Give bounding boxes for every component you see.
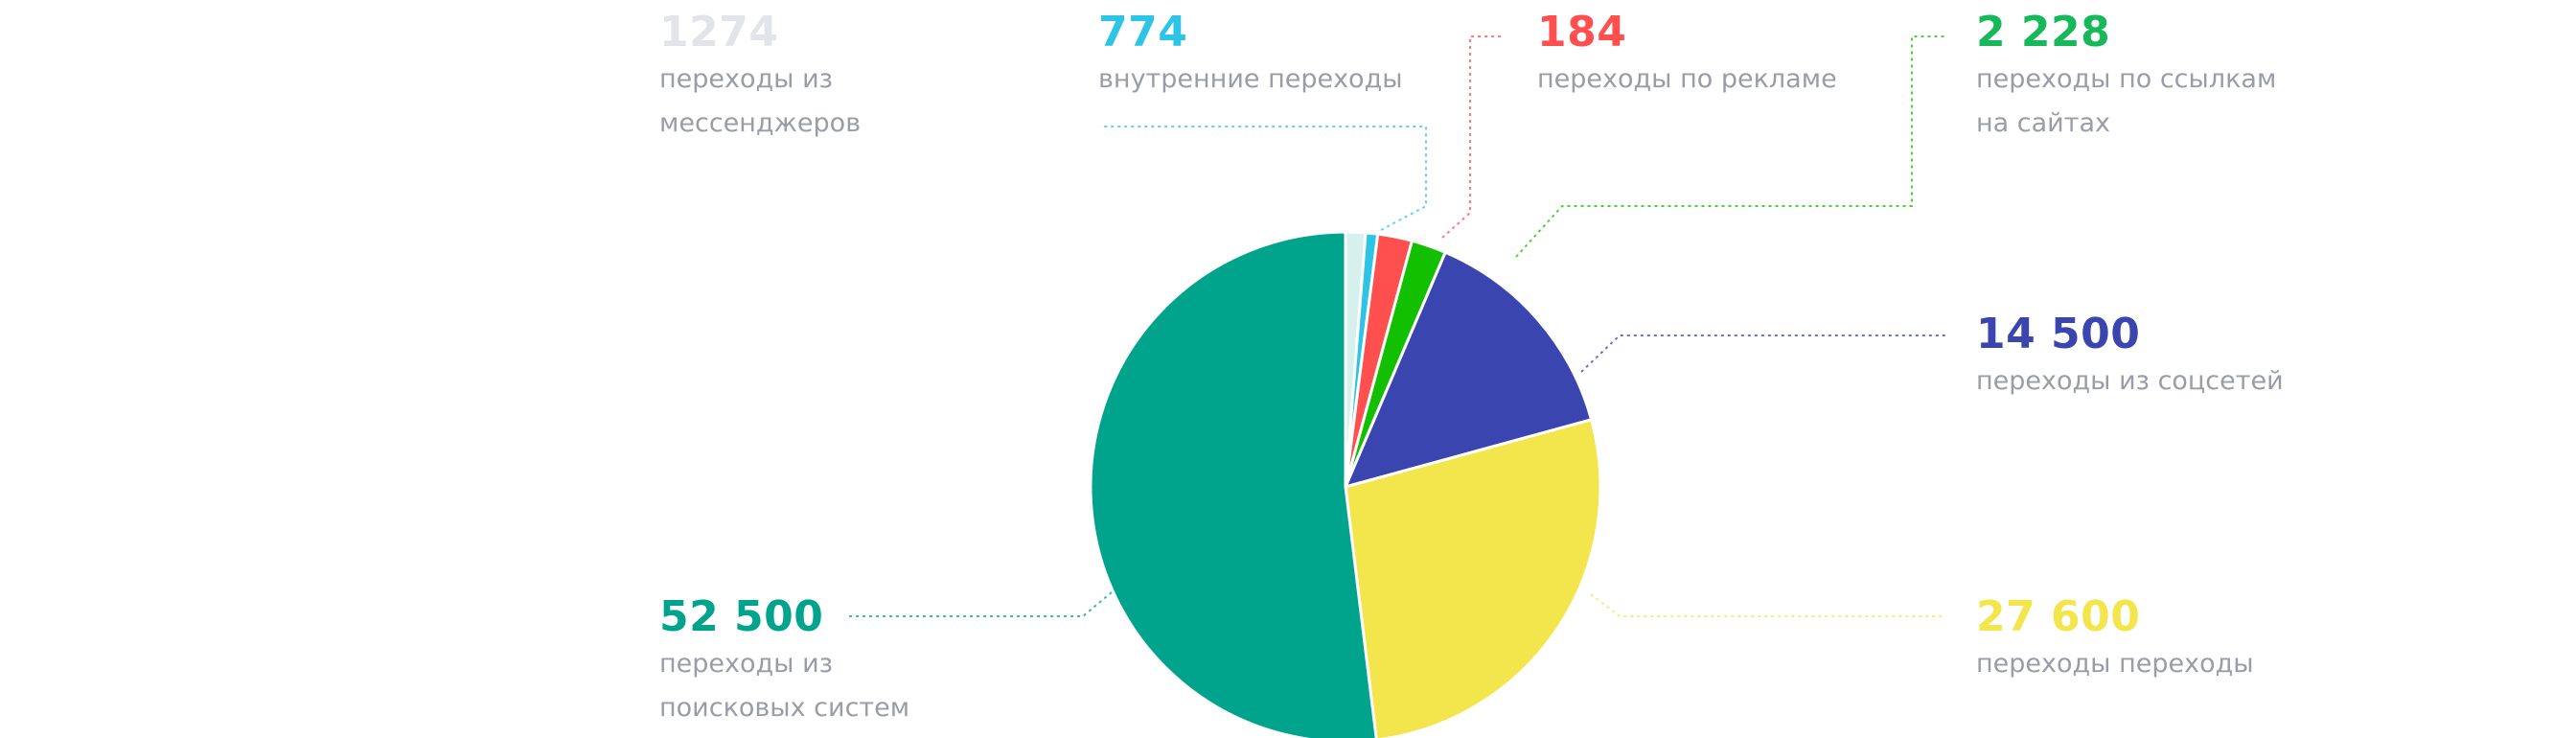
- slice-description: переходы из поисковых систем: [659, 642, 909, 730]
- slice-description-line: на сайтах: [1976, 108, 2110, 138]
- leader-line-1: [1100, 126, 1427, 231]
- slice-description: внутренние переходы: [1098, 58, 1403, 102]
- pie-slices: [1089, 230, 1602, 738]
- callout-5: 27 600 переходы переходы: [1976, 594, 2254, 686]
- slice-description: переходы из мессенджеров: [659, 58, 861, 146]
- pie-slice-4: [1343, 250, 1594, 490]
- pie-slice-5: [1344, 418, 1602, 738]
- slice-description-line: переходы по рекламе: [1537, 64, 1837, 94]
- slice-value-label: 1274: [659, 8, 779, 57]
- slice-description-line: переходы из соцсетей: [1976, 366, 2284, 396]
- callout-2: 184 переходы по рекламе: [1537, 10, 1837, 102]
- callout-0: 1274 переходы из мессенджеров: [659, 10, 861, 146]
- leader-lines: [848, 35, 1945, 617]
- slice-value-label: 2 228: [1976, 8, 2111, 57]
- leader-line-4: [1580, 334, 1945, 373]
- slice-description-line: мессенджеров: [659, 108, 862, 138]
- callout-1: 774 внутренние переходы: [1098, 10, 1403, 102]
- slice-value-label: 27 600: [1976, 592, 2141, 641]
- slice-description-line: переходы из: [659, 649, 833, 679]
- slice-value-label: 52 500: [659, 592, 824, 641]
- slice-description-line: внутренние переходы: [1098, 64, 1403, 94]
- pie-slice-6: [1089, 230, 1378, 738]
- leader-line-5: [1590, 593, 1945, 617]
- leader-line-3: [1515, 35, 1945, 258]
- slice-description: переходы переходы: [1976, 642, 2254, 686]
- slice-value-label: 774: [1098, 8, 1188, 57]
- callout-3: 2 228 переходы по ссылкам на сайтах: [1976, 10, 2276, 146]
- slice-description: переходы по ссылкам на сайтах: [1976, 58, 2276, 146]
- callout-4: 14 500 переходы из соцсетей: [1976, 311, 2284, 404]
- leader-line-2: [1441, 35, 1505, 239]
- slice-description-line: переходы из: [659, 64, 833, 94]
- slice-description-line: переходы по ссылкам: [1976, 64, 2277, 94]
- slice-value-label: 184: [1537, 8, 1627, 57]
- callout-6: 52 500 переходы из поисковых систем: [659, 594, 909, 730]
- slice-description: переходы по рекламе: [1537, 58, 1837, 102]
- slice-description-line: переходы переходы: [1976, 649, 2254, 679]
- slice-value-label: 14 500: [1976, 310, 2141, 358]
- slice-description: переходы из соцсетей: [1976, 359, 2284, 404]
- slice-description-line: поисковых систем: [659, 693, 910, 723]
